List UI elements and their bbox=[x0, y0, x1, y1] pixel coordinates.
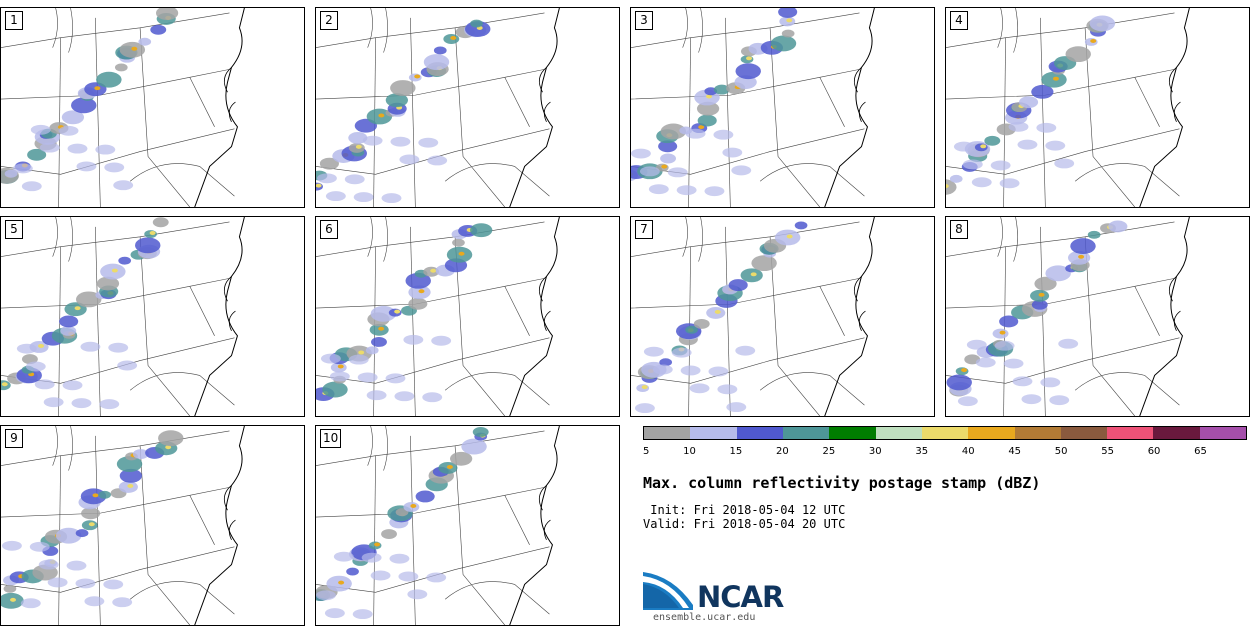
member-number-label: 6 bbox=[320, 220, 338, 239]
member-number-label: 5 bbox=[5, 220, 23, 239]
ensemble-member-panel: 6 bbox=[315, 216, 620, 417]
ncar-logo bbox=[643, 572, 693, 610]
colorbar-tick-label: 30 bbox=[868, 446, 882, 457]
colorbar-segment bbox=[782, 427, 830, 439]
ensemble-url: ensemble.ucar.edu bbox=[653, 612, 756, 623]
colorbar-tick-label: 40 bbox=[961, 446, 975, 457]
ensemble-member-panel: 2 bbox=[315, 7, 620, 208]
map-canvas bbox=[1, 217, 245, 416]
ensemble-member-panel: 1 bbox=[0, 7, 305, 208]
valid-time: Valid: Fri 2018-05-04 20 UTC bbox=[643, 517, 846, 531]
colorbar-tick-label: 35 bbox=[915, 446, 929, 457]
colorbar-tick-labels: 5 10 15 20 25 30 35 40 45 50 55 60 65 bbox=[643, 446, 1247, 460]
ensemble-member-panel: 10 bbox=[315, 425, 620, 626]
member-number-label: 7 bbox=[635, 220, 653, 239]
member-number-label: 2 bbox=[320, 11, 338, 30]
member-number-label: 9 bbox=[5, 429, 23, 448]
ensemble-member-panel: 4 bbox=[945, 7, 1250, 208]
reflectivity-colorbar bbox=[643, 426, 1247, 440]
map-canvas bbox=[316, 8, 560, 207]
colorbar-segment bbox=[921, 427, 969, 439]
colorbar-tick-label: 65 bbox=[1194, 446, 1207, 457]
member-number-label: 1 bbox=[5, 11, 23, 30]
colorbar-segment bbox=[1107, 427, 1154, 439]
ensemble-member-panel: 8 bbox=[945, 216, 1250, 417]
member-number-label: 8 bbox=[950, 220, 968, 239]
map-canvas bbox=[1, 426, 245, 625]
map-canvas bbox=[631, 217, 875, 416]
colorbar-segment bbox=[736, 427, 783, 439]
colorbar-tick-label: 55 bbox=[1101, 446, 1114, 457]
member-number-label: 3 bbox=[635, 11, 653, 30]
ensemble-member-panel: 3 bbox=[630, 7, 935, 208]
colorbar-segment bbox=[875, 427, 922, 439]
colorbar-tick-label: 45 bbox=[1008, 446, 1022, 457]
colorbar-tick-label: 25 bbox=[822, 446, 836, 457]
map-canvas bbox=[316, 426, 560, 625]
map-canvas bbox=[946, 217, 1190, 416]
init-time: Init: Fri 2018-05-04 12 UTC bbox=[643, 503, 846, 517]
map-canvas bbox=[1, 8, 245, 207]
map-canvas bbox=[316, 217, 560, 416]
colorbar-segment bbox=[1014, 427, 1061, 439]
colorbar-tick-label: 50 bbox=[1054, 446, 1068, 457]
figure-title: Max. column reflectivity postage stamp (… bbox=[643, 474, 1041, 492]
colorbar-segment bbox=[1199, 427, 1247, 439]
colorbar-segment bbox=[1153, 427, 1200, 439]
ncar-logo-text: NCAR bbox=[697, 580, 784, 614]
colorbar-segment bbox=[829, 427, 876, 439]
colorbar-segment bbox=[690, 427, 737, 439]
colorbar-tick-label: 20 bbox=[776, 446, 789, 457]
ensemble-member-panel: 5 bbox=[0, 216, 305, 417]
colorbar-segment bbox=[644, 427, 691, 439]
colorbar-tick-label: 60 bbox=[1147, 446, 1161, 457]
map-canvas bbox=[631, 8, 875, 207]
ensemble-member-panel: 7 bbox=[630, 216, 935, 417]
colorbar-segment bbox=[968, 427, 1015, 439]
colorbar-tick-label: 5 bbox=[643, 446, 650, 457]
ensemble-member-panel: 9 bbox=[0, 425, 305, 626]
colorbar-segment bbox=[1060, 427, 1108, 439]
member-number-label: 10 bbox=[320, 429, 342, 448]
map-canvas bbox=[946, 8, 1190, 207]
member-number-label: 4 bbox=[950, 11, 968, 30]
colorbar-tick-label: 15 bbox=[729, 446, 743, 457]
colorbar-tick-label: 10 bbox=[683, 446, 696, 457]
